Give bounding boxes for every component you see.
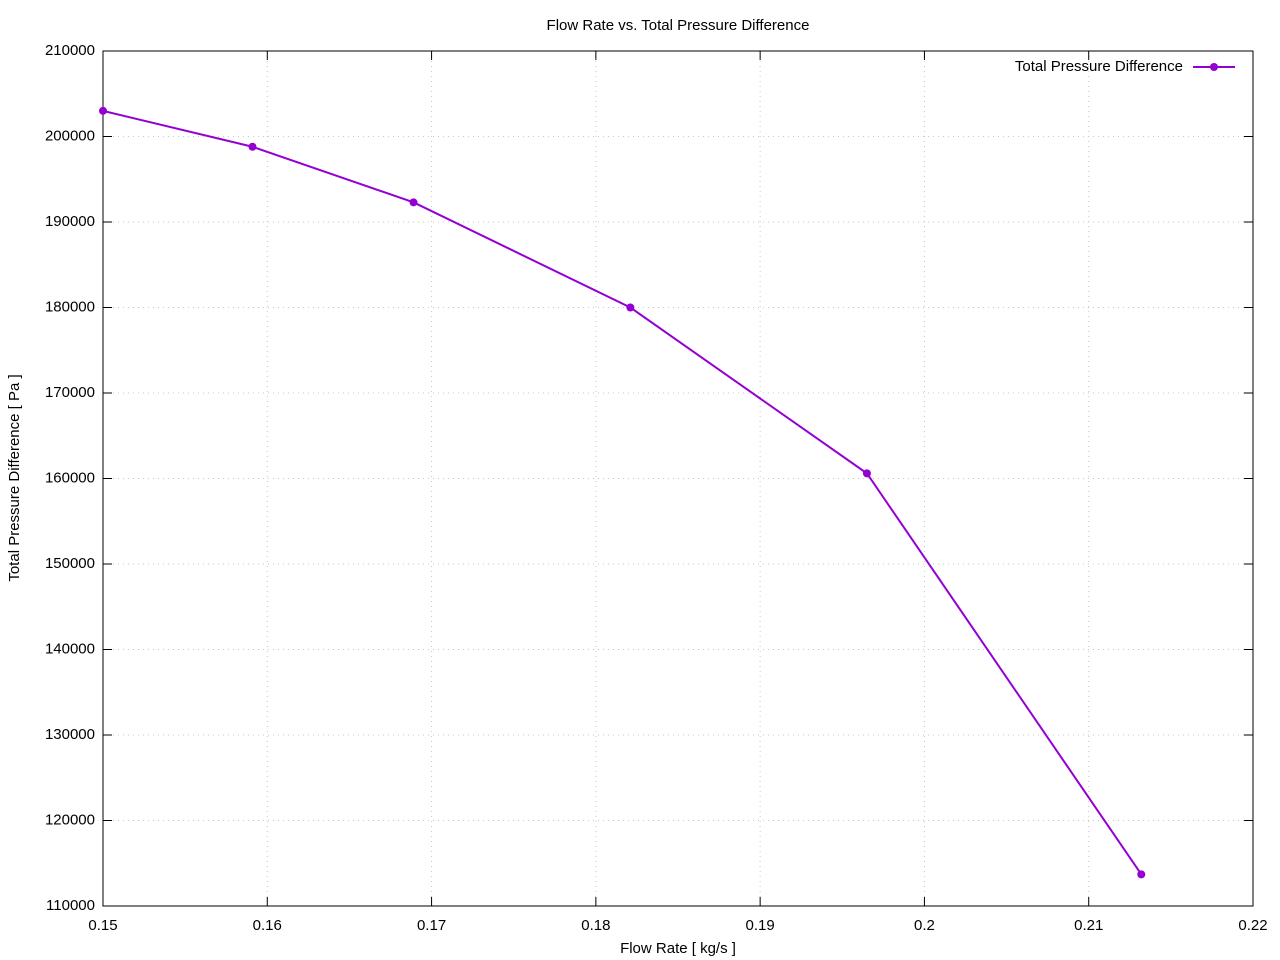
legend-marker	[1210, 63, 1218, 71]
series-line	[102, 109, 1143, 875]
data-point	[626, 303, 635, 312]
y-tick-label: 120000	[45, 811, 95, 828]
x-tick-label: 0.19	[746, 917, 775, 934]
data-point	[862, 469, 871, 478]
y-tick-label: 130000	[45, 726, 95, 743]
y-tick-label: 140000	[45, 640, 95, 657]
y-tick-label: 210000	[45, 42, 95, 59]
plot-border	[102, 50, 1254, 907]
data-point	[1137, 870, 1146, 879]
x-tick-label: 0.17	[417, 917, 446, 934]
x-tick-label: 0.2	[914, 917, 935, 934]
y-tick-label: 160000	[45, 469, 95, 486]
y-tick-label: 180000	[45, 298, 95, 315]
y-tick-label: 150000	[45, 555, 95, 572]
x-tick-label: 0.22	[1238, 917, 1267, 934]
y-tick-label: 200000	[45, 127, 95, 144]
y-axis-label: Total Pressure Difference [ Pa ]	[6, 374, 23, 581]
x-tick-label: 0.21	[1074, 917, 1103, 934]
data-point	[99, 106, 107, 115]
chart-title: Flow Rate vs. Total Pressure Difference	[547, 17, 810, 34]
x-tick-label: 0.16	[253, 917, 282, 934]
x-axis-label: Flow Rate [ kg/s ]	[620, 940, 736, 957]
y-tick-label: 110000	[46, 897, 95, 914]
x-tick-label: 0.18	[581, 917, 610, 934]
y-tick-label: 170000	[45, 384, 95, 401]
y-tick-label: 190000	[45, 213, 95, 230]
data-point	[409, 198, 418, 207]
data-point	[248, 142, 257, 151]
x-tick-label: 0.15	[88, 917, 117, 934]
legend-label: Total Pressure Difference	[1015, 58, 1183, 75]
